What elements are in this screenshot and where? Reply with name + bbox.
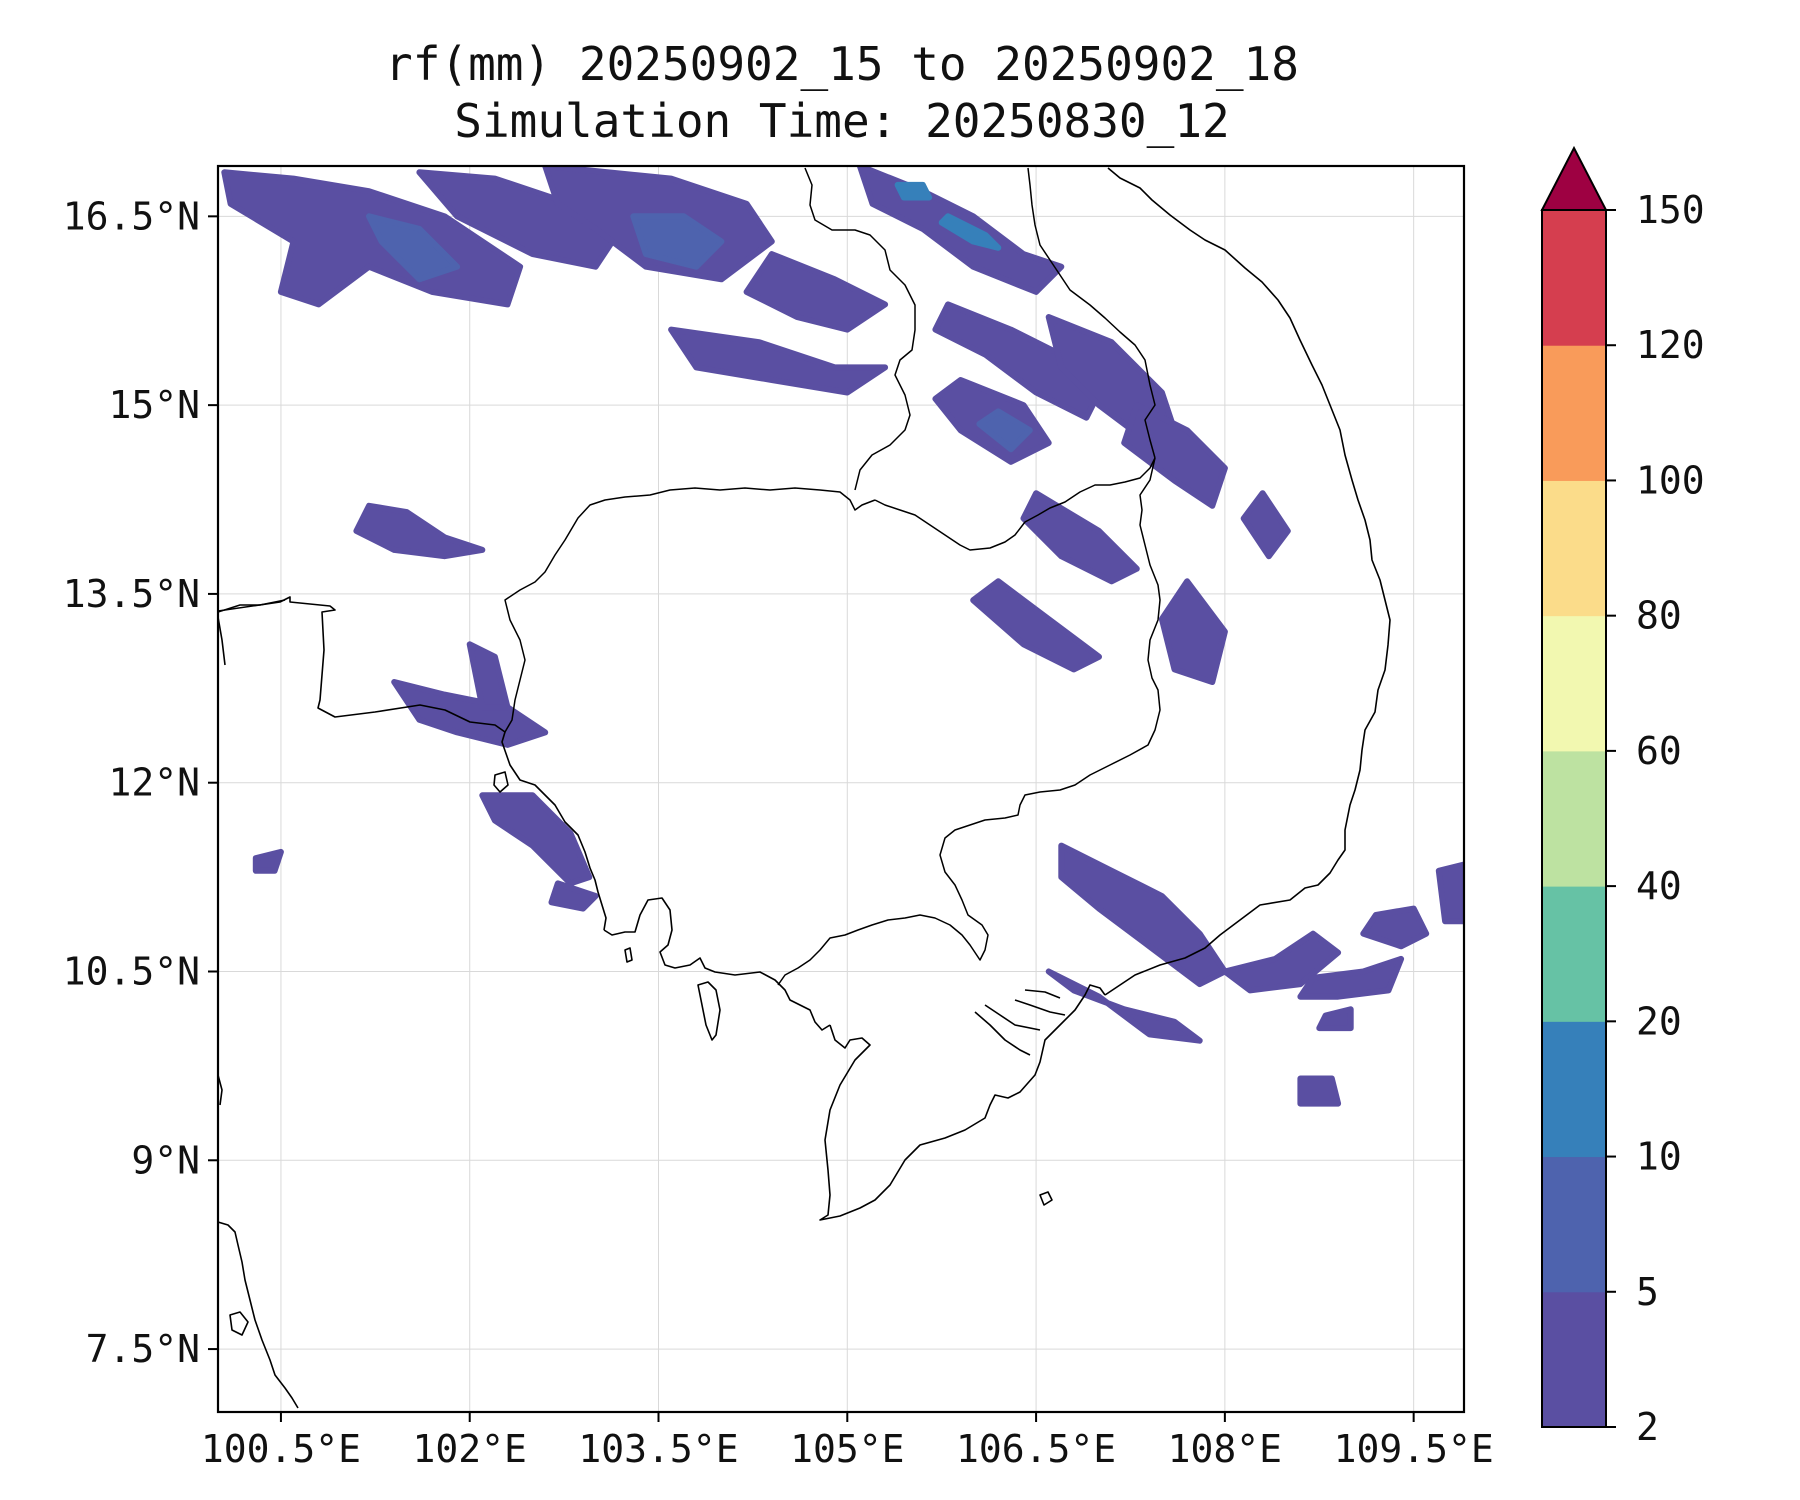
longitude-ticks: 100.5°E 102°E 103.5°E 105°E 106.5°E 108°E 109.… <box>201 1412 1494 1471</box>
lat-tick-label: 15°N <box>108 383 200 427</box>
thailand-west-coast <box>218 616 226 666</box>
koh-rong-island <box>624 947 633 963</box>
colorbar-segment <box>1542 1291 1606 1428</box>
colorbar-segment <box>1542 345 1606 481</box>
colorbar-tick-label: 20 <box>1636 999 1682 1043</box>
rain-contour-level-1 <box>1020 490 1140 585</box>
map-area <box>218 166 1464 1412</box>
colorbar-segment <box>1542 1156 1606 1293</box>
lon-tick-label: 106.5°E <box>956 1427 1116 1471</box>
colorbar-frame <box>1541 209 1607 1428</box>
island-2 <box>218 1074 223 1106</box>
rain-contour-level-1 <box>479 792 593 887</box>
rain-contour-level-1 <box>1221 930 1342 994</box>
mekong-mouth-3 <box>1014 999 1066 1016</box>
rain-contour-level-2 <box>976 408 1033 453</box>
rain-contour-level-1 <box>1297 1075 1342 1107</box>
cambodia-vietnam-border <box>777 457 1161 986</box>
map-lines <box>218 167 1391 1409</box>
rain-contour-level-1 <box>548 880 599 912</box>
mekong-mouth-4 <box>1024 989 1061 999</box>
rain-contour-level-1 <box>416 169 624 270</box>
thailand-cambodia-border <box>504 487 876 733</box>
laos-thailand-border <box>804 167 916 491</box>
phu-quoc-island <box>697 981 721 1041</box>
lon-tick-label: 108°E <box>1168 1427 1282 1471</box>
cambodia-laos-border <box>874 457 1156 551</box>
colorbar-segment <box>1542 210 1606 346</box>
colorbar-segment <box>1542 615 1606 752</box>
rain-contour-level-1 <box>466 641 511 711</box>
vietnam-east-coastline <box>1104 167 1391 996</box>
lat-tick-label: 10.5°N <box>63 949 200 993</box>
figure-title: rf(mm) 20250902_15 to 20250902_18 <box>385 37 1299 91</box>
lon-tick-label: 102°E <box>413 1427 527 1471</box>
lat-tick-label: 7.5°N <box>86 1327 200 1371</box>
lat-tick-label: 9°N <box>131 1138 200 1182</box>
colorbar-extend-arrow <box>1540 145 1608 211</box>
latitude-ticks: 7.5°N 9°N 10.5°N 12°N 13.5°N 15°N 16.5°N <box>63 194 218 1371</box>
rain-contour-level-1 <box>1316 1006 1354 1032</box>
thailand-myanmar-border <box>218 599 286 613</box>
colorbar-segment <box>1542 480 1606 617</box>
rain-contour-level-1 <box>353 502 486 560</box>
colorbar-tick-label: 100 <box>1636 458 1705 502</box>
lat-tick-label: 13.5°N <box>63 572 200 616</box>
rain-contour-level-2 <box>630 213 725 270</box>
rain-contour-level-2 <box>366 213 461 283</box>
koh-kong-island <box>493 771 509 793</box>
rain-contour-level-1 <box>1297 955 1405 1000</box>
colorbar: 2 5 10 20 40 60 80 100 120 150 <box>1540 145 1705 1449</box>
cambodia-coastline <box>603 897 831 1031</box>
lat-tick-label: 12°N <box>108 761 200 805</box>
lon-tick-label: 100.5°E <box>201 1427 361 1471</box>
mekong-mouth-1 <box>974 1011 1031 1056</box>
colorbar-tick-label: 60 <box>1636 729 1682 773</box>
mekong-mouth-2 <box>984 1004 1041 1031</box>
island-1 <box>229 1311 249 1336</box>
gridlines <box>218 166 1464 1412</box>
rain-contour-level-1 <box>1360 905 1430 950</box>
rain-contour-level-1 <box>668 326 889 396</box>
rain-contour-level-3 <box>894 181 933 201</box>
rain-contour-level-1 <box>1240 490 1291 560</box>
vietnam-delta-coastline <box>819 984 1106 1221</box>
peninsula-coastline <box>218 1221 299 1409</box>
colorbar-tick-label: 2 <box>1636 1405 1659 1449</box>
lon-tick-label: 103.5°E <box>578 1427 738 1471</box>
lat-tick-label: 16.5°N <box>63 194 200 238</box>
laos-vietnam-border <box>1027 167 1156 459</box>
colorbar-segment <box>1542 1021 1606 1158</box>
colorbar-tick-label: 40 <box>1636 864 1682 908</box>
figure-subtitle: Simulation Time: 20250830_12 <box>454 94 1229 148</box>
thailand-coastline <box>218 596 607 931</box>
rain-contour-level-1 <box>1435 861 1464 925</box>
map-frame <box>216 164 1466 1414</box>
rain-contour-level-1 <box>743 251 889 333</box>
colorbar-tick-label: 10 <box>1636 1135 1682 1179</box>
colorbar-tick-label: 5 <box>1636 1270 1659 1314</box>
lon-tick-label: 105°E <box>790 1427 904 1471</box>
con-dao-island <box>1039 1191 1053 1206</box>
colorbar-tick-label: 120 <box>1636 323 1705 367</box>
colorbar-segment <box>1542 886 1606 1022</box>
rain-contour-level-1 <box>1058 842 1228 988</box>
colorbar-tick-label: 80 <box>1636 594 1682 638</box>
rain-contour-level-1 <box>252 848 284 874</box>
rain-contour-level-1 <box>1045 968 1203 1044</box>
rain-contour-level-1 <box>1158 578 1228 685</box>
lon-tick-label: 109.5°E <box>1334 1427 1494 1471</box>
rain-contour-level-3 <box>938 213 1002 251</box>
colorbar-segment <box>1542 750 1606 887</box>
rain-contour-level-1 <box>970 578 1102 673</box>
rainfall-contours <box>221 166 1464 1107</box>
rain-contour-level-1 <box>932 301 1102 421</box>
colorbar-tick-label: 150 <box>1636 188 1705 232</box>
rain-contour-level-1 <box>1121 402 1228 509</box>
